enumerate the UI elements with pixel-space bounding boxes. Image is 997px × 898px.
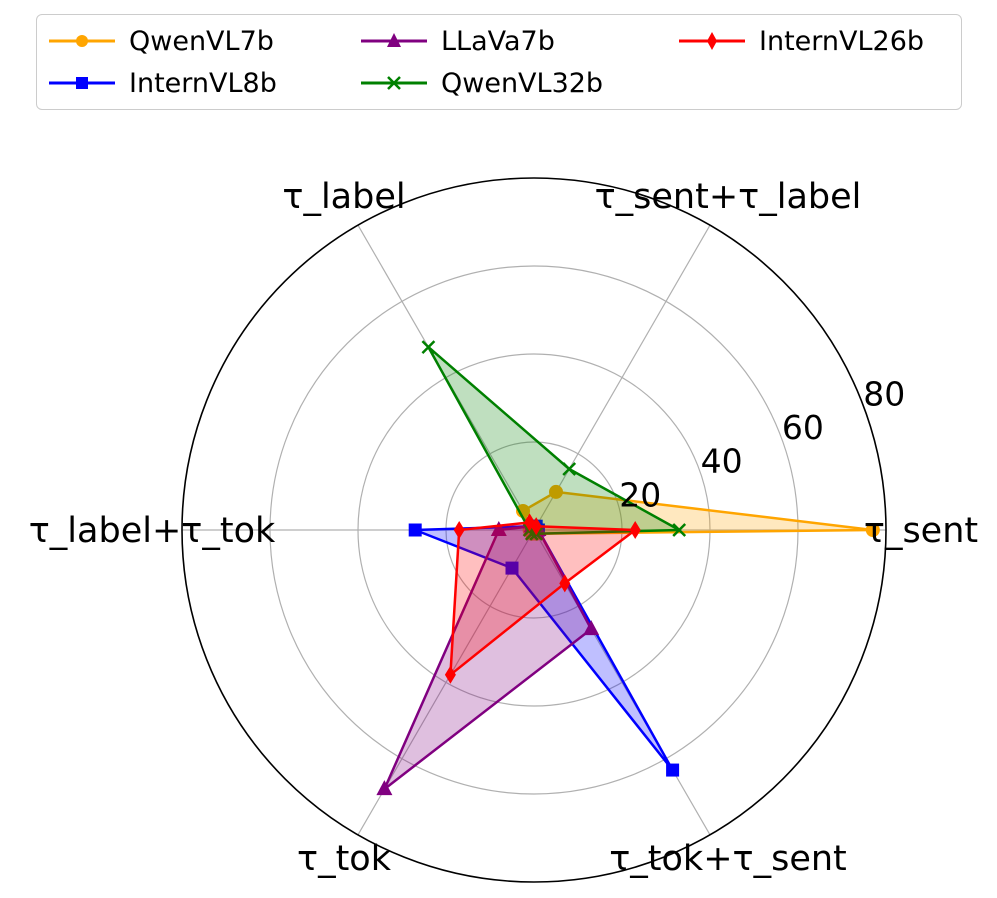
legend-label: LLaVa7b (441, 25, 555, 57)
data-point (376, 780, 393, 796)
legend-label: QwenVL7b (129, 25, 274, 57)
data-point (490, 521, 507, 536)
series-fill-2 (384, 526, 592, 790)
legend-item-qwenvl32b: QwenVL32b (359, 63, 603, 103)
series-fill-0 (523, 491, 873, 534)
axis-label: τ_tok (297, 839, 392, 879)
legend-item-qwenvl7b: QwenVL7b (47, 21, 274, 61)
legend-marker-diamond-icon (679, 32, 745, 50)
data-point (583, 620, 600, 636)
radial-tick-label: 40 (701, 442, 743, 481)
data-point (672, 523, 687, 537)
data-point (865, 523, 880, 537)
data-point (444, 665, 456, 684)
axis-label: τ_label+τ_tok (29, 511, 276, 551)
axis-label: τ_label (282, 177, 405, 217)
data-point (666, 763, 680, 777)
data-point (524, 513, 536, 532)
legend-label: InternVL8b (129, 67, 277, 99)
axis-label: τ_tok+τ_sent (609, 839, 847, 879)
data-point (549, 484, 563, 499)
axis-label: τ_sent (864, 511, 978, 551)
legend-marker-square-icon (49, 77, 115, 89)
series-fill-1 (415, 526, 673, 771)
polar-frame (181, 177, 887, 883)
legend-marker-triangle-icon (361, 33, 427, 47)
grid-spoke (533, 224, 711, 531)
radial-tick-label: 20 (619, 475, 661, 514)
axis-label: τ_sent+τ_label (595, 177, 862, 217)
data-point (453, 521, 465, 539)
legend: QwenVL7b InternVL8b LLaVa7b QwenVL32b In… (36, 14, 962, 110)
data-point (559, 574, 571, 593)
radial-tick-label: 80 (863, 374, 905, 413)
legend-item-internvl26b: InternVL26b (677, 21, 924, 61)
data-point (505, 561, 519, 575)
data-point (562, 462, 577, 476)
data-point (629, 521, 641, 539)
data-point (408, 523, 422, 537)
legend-label: QwenVL32b (441, 67, 604, 99)
radial-tick-label: 60 (782, 408, 824, 447)
series-fill-3 (428, 347, 680, 534)
legend-marker-circle-icon (49, 35, 115, 47)
data-point (516, 503, 530, 518)
data-point (421, 340, 436, 354)
legend-marker-x-icon (361, 76, 427, 90)
legend-item-internvl8b: InternVL8b (47, 63, 277, 103)
legend-label: InternVL26b (759, 25, 925, 57)
legend-item-llava7b: LLaVa7b (359, 21, 555, 61)
